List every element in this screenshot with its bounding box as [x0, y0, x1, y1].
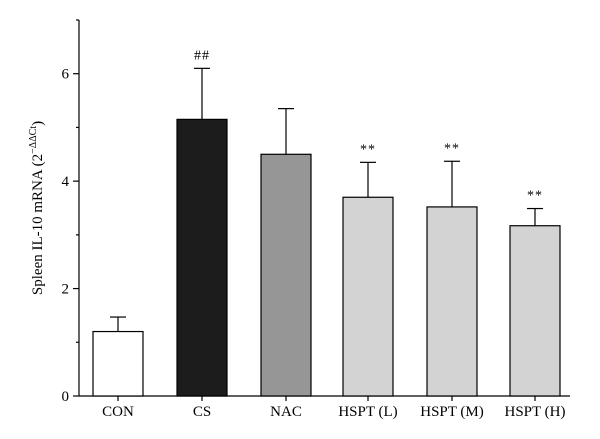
y-tick-label: 2	[62, 282, 70, 298]
bar-hspt-l	[342, 196, 394, 397]
x-tick-label: HSPT (M)	[420, 404, 484, 420]
y-axis-title-close: )	[30, 121, 46, 126]
y-tick-label: 0	[62, 389, 70, 405]
bars: ## ** ** **	[92, 48, 561, 397]
y-axis-title-text: Spleen IL-10 mRNA (2−ΔΔCt)	[28, 121, 46, 295]
x-tick-label: NAC	[270, 404, 302, 420]
bar-con	[92, 330, 144, 397]
category-labels: CON CS NAC HSPT (L) HSPT (M) HSPT (H)	[102, 404, 565, 420]
y-axis-title-superscript: −ΔΔCt	[28, 126, 39, 154]
y-tick-label: 4	[62, 174, 70, 190]
y-axis-title-main: Spleen IL-10 mRNA (2	[30, 154, 46, 295]
x-tick-label: HSPT (L)	[338, 404, 397, 420]
bar-hspt-m	[426, 206, 478, 397]
significance-label: **	[527, 189, 543, 204]
y-axis-title: Spleen IL-10 mRNA (2−ΔΔCt)	[28, 121, 46, 295]
x-tick-label: CS	[193, 404, 211, 420]
x-tick-label: HSPT (H)	[505, 404, 566, 420]
significance-label: **	[360, 142, 376, 157]
y-tick-label: 6	[62, 67, 70, 83]
axes: 0 2 4 6	[62, 19, 570, 405]
bar-hspt-h	[509, 225, 561, 397]
significance-label: ##	[194, 48, 210, 63]
significance-label: **	[444, 141, 460, 156]
bar-nac	[260, 153, 312, 397]
x-tick-label: CON	[102, 404, 134, 420]
bar-cs	[176, 118, 228, 397]
